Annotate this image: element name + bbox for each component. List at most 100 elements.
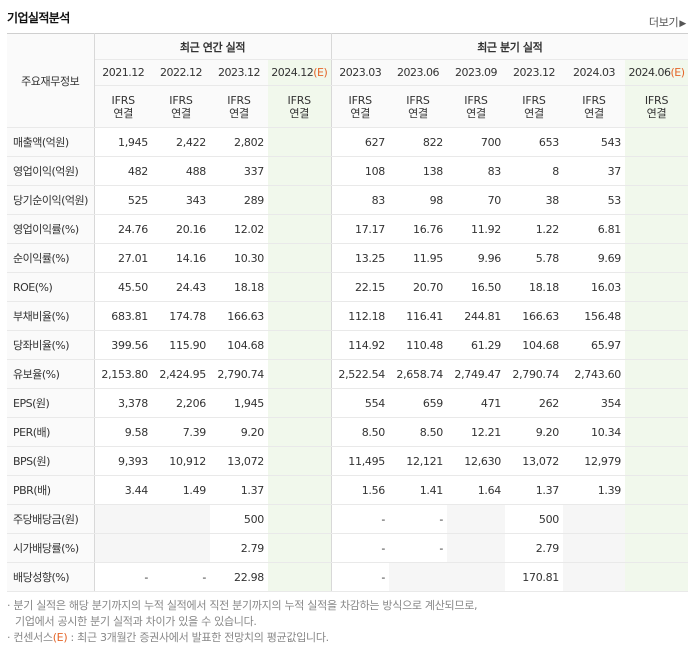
table-cell: 166.63	[210, 301, 268, 331]
table-row: ROE(%) 45.50 24.43 18.18 22.15 20.70 16.50 18.1…	[7, 272, 689, 302]
table-cell: 18.18	[210, 272, 268, 302]
table-cell: 1.37	[210, 475, 268, 505]
ifrs-label: IFRS	[227, 93, 251, 107]
table-cell: 9.58	[94, 417, 152, 447]
table-cell	[268, 301, 332, 331]
table-cell	[625, 504, 689, 534]
table-cell: 12.02	[210, 214, 268, 244]
table-cell	[625, 359, 689, 389]
row-label: 시가배당률(%)	[7, 533, 95, 563]
row-label: 부채비율(%)	[7, 301, 95, 331]
section-title: 기업실적분석	[7, 11, 70, 25]
ifrs-label: IFRS	[348, 93, 373, 107]
table-row: 매출액(억원) 1,945 2,422 2,802 627 822 700 653 543	[7, 127, 689, 157]
table-cell: 8.50	[389, 417, 447, 447]
table-row: 당기순이익(억원) 525 343 289 83 98 70 38 53	[7, 185, 689, 215]
period-header: 2023.09	[447, 59, 505, 86]
row-label: ROE(%)	[7, 272, 95, 302]
row-label: 매출액(억원)	[7, 127, 95, 157]
table-body: 매출액(억원) 1,945 2,422 2,802 627 822 700 653 543 영업이…	[7, 127, 689, 592]
table-cell: 12.21	[447, 417, 505, 447]
table-cell: 13,072	[210, 446, 268, 476]
row-label: 배당성향(%)	[7, 562, 95, 592]
table-cell: 337	[210, 156, 268, 186]
more-link[interactable]: 더보기▶	[649, 14, 686, 30]
table-cell: 2,743.60	[563, 359, 625, 389]
period-header-row: 2021.12 2022.12 2023.12 2024.12(E) 2023.03 20…	[7, 59, 689, 86]
ifrs-consolidated-label: 연결	[524, 106, 544, 120]
table-cell: -	[389, 533, 447, 563]
ifrs-label: IFRS	[582, 93, 606, 107]
table-cell: 12,979	[563, 446, 625, 476]
table-cell: 2.79	[210, 533, 268, 563]
table-cell: 2,749.47	[447, 359, 505, 389]
table-cell: 18.18	[505, 272, 563, 302]
table-cell: 12,121	[389, 446, 447, 476]
metric-column-header: 주요재무정보	[7, 33, 95, 128]
table-cell	[563, 533, 625, 563]
ifrs-consolidated-label: 연결	[466, 106, 486, 120]
table-cell: 1,945	[210, 388, 268, 418]
period-header: 2023.12	[505, 59, 563, 86]
table-cell: 20.70	[389, 272, 447, 302]
ifrs-badge: IFRS 연결	[389, 85, 447, 128]
table-cell: 53	[563, 185, 625, 215]
table-cell	[268, 533, 332, 563]
period-header: 2024.03	[563, 59, 625, 86]
table-cell: 61.29	[447, 330, 505, 360]
table-cell: 9.20	[210, 417, 268, 447]
table-cell: 482	[94, 156, 152, 186]
table-cell: 500	[505, 504, 563, 534]
table-cell: 525	[94, 185, 152, 215]
table-cell: 2,658.74	[389, 359, 447, 389]
table-cell: 104.68	[505, 330, 563, 360]
table-row: 영업이익률(%) 24.76 20.16 12.02 17.17 16.76 11.92 1.…	[7, 214, 689, 244]
period-header: 2023.06	[389, 59, 447, 86]
table-cell: 1,945	[94, 127, 152, 157]
table-cell: 9.20	[505, 417, 563, 447]
table-cell: 2,790.74	[210, 359, 268, 389]
table-cell: 70	[447, 185, 505, 215]
table-cell	[268, 156, 332, 186]
table-cell: 10.34	[563, 417, 625, 447]
table-row: 부채비율(%) 683.81 174.78 166.63 112.18 116.41 244…	[7, 301, 689, 331]
ifrs-consolidated-label: 연결	[408, 106, 428, 120]
table-cell: 11.92	[447, 214, 505, 244]
row-label: 순이익률(%)	[7, 243, 95, 273]
table-cell: 2,153.80	[94, 359, 152, 389]
table-cell: 11,495	[331, 446, 389, 476]
table-cell	[268, 446, 332, 476]
table-cell: 244.81	[447, 301, 505, 331]
table-row: EPS(원) 3,378 2,206 1,945 554 659 471 262 354	[7, 388, 689, 418]
table-cell: 5.78	[505, 243, 563, 273]
table-cell: 10,912	[152, 446, 210, 476]
ifrs-consolidated-label: 연결	[646, 106, 667, 120]
period-header: 2023.12	[210, 59, 268, 86]
table-cell: 9.69	[563, 243, 625, 273]
ifrs-header-row: IFRS 연결 IFRS 연결 IFRS 연결 IFRS 연결 IFRS 연결 IFRS 연결 IFRS…	[7, 85, 689, 128]
note-consensus: · 컨센서스(E) : 최근 3개월간 증권사에서 발표한 전망치의 평균값입니…	[7, 630, 688, 646]
table-cell: 24.76	[94, 214, 152, 244]
estimate-mark: (E)	[313, 66, 328, 79]
table-cell: 37	[563, 156, 625, 186]
table-cell: 16.50	[447, 272, 505, 302]
table-cell	[268, 504, 332, 534]
note-quarterly-cont: 기업에서 공시한 분기 실적과 차이가 있을 수 있습니다.	[15, 615, 257, 628]
row-label: PBR(배)	[7, 475, 95, 505]
table-row: 배당성향(%) - -22.98-170.81	[7, 562, 689, 592]
period-header: 2021.12	[94, 59, 152, 86]
table-cell	[563, 562, 625, 592]
ifrs-consolidated-label: 연결	[350, 106, 371, 120]
table-cell: 8.50	[331, 417, 389, 447]
table-cell	[268, 417, 332, 447]
table-cell: 2,522.54	[331, 359, 389, 389]
table-cell: 2.79	[505, 533, 563, 563]
chevron-right-icon: ▶	[679, 19, 686, 29]
table-cell	[268, 330, 332, 360]
table-cell: 683.81	[94, 301, 152, 331]
table-cell: 138	[389, 156, 447, 186]
table-cell: 488	[152, 156, 210, 186]
table-row: PBR(배) 3.44 1.49 1.37 1.56 1.41 1.64 1.37 1.39	[7, 475, 689, 505]
table-cell	[94, 504, 152, 534]
table-cell: 24.43	[152, 272, 210, 302]
